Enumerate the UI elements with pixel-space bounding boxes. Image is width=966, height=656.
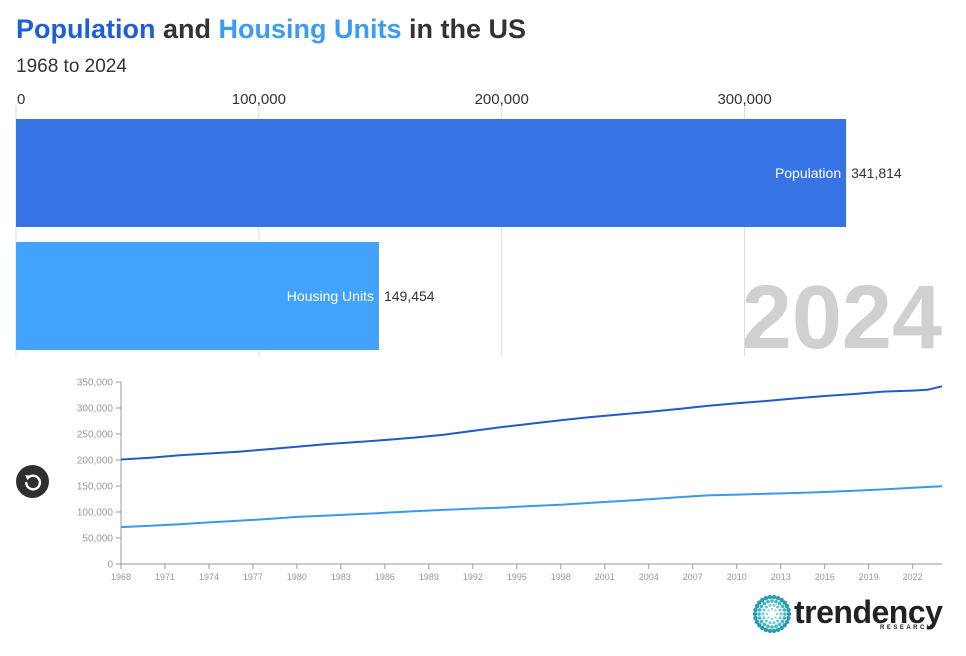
x-tick-label: 1968 <box>111 572 131 582</box>
y-tick-label: 300,000 <box>77 404 114 415</box>
y-tick-label: 50,000 <box>82 534 113 545</box>
x-tick-label: 300,000 <box>717 91 771 108</box>
x-tick-label: 0 <box>17 91 25 108</box>
x-tick-label: 2022 <box>903 572 923 582</box>
logo-subtitle: RESEARCH <box>880 625 934 631</box>
x-tick-label: 1977 <box>243 572 263 582</box>
x-tick-label: 2019 <box>859 572 879 582</box>
x-tick-label: 200,000 <box>475 91 529 108</box>
x-tick-label: 1974 <box>199 572 219 582</box>
replay-icon <box>24 474 41 491</box>
bar[interactable] <box>16 242 379 350</box>
x-tick-label: 1971 <box>155 572 175 582</box>
x-tick-label: 1983 <box>331 572 351 582</box>
y-tick-label: 250,000 <box>77 430 114 441</box>
bar-value-label: 149,454 <box>384 288 435 304</box>
year-watermark: 2024 <box>742 268 942 358</box>
title-population: Population <box>16 14 156 44</box>
bar-category-label: Population <box>775 165 841 181</box>
chart-subtitle: 1968 to 2024 <box>16 56 127 77</box>
x-tick-label: 1986 <box>375 572 395 582</box>
title-housing-units: Housing Units <box>218 14 402 44</box>
y-tick-label: 200,000 <box>77 456 114 467</box>
x-tick-label: 1992 <box>463 572 483 582</box>
x-tick-label: 2007 <box>683 572 703 582</box>
x-tick-label: 100,000 <box>232 91 286 108</box>
y-tick-label: 150,000 <box>77 482 114 493</box>
x-tick-label: 2016 <box>815 572 835 582</box>
bar[interactable] <box>16 119 847 227</box>
bar-value-label: 341,814 <box>851 165 902 181</box>
x-tick-label: 2010 <box>727 572 747 582</box>
timeline-chart[interactable]: 0 50,000 100,000 150,000 200,000 250,000 300,0… <box>0 370 966 585</box>
x-tick-label: 2004 <box>639 572 659 582</box>
x-tick-label: 1980 <box>287 572 307 582</box>
trendency-logo: trendency RESEARCH <box>752 594 946 634</box>
x-tick-label: 1995 <box>507 572 527 582</box>
y-tick-label: 350,000 <box>77 378 114 389</box>
title-and: and <box>155 14 219 44</box>
x-tick-label: 2013 <box>771 572 791 582</box>
x-tick-label: 2001 <box>595 572 615 582</box>
series-line[interactable] <box>120 385 943 461</box>
y-tick-label: 0 <box>107 560 113 571</box>
series-line[interactable] <box>120 485 943 529</box>
logo-dots-icon <box>752 594 792 634</box>
chart-title: Population and Housing Units in the US <box>16 14 526 45</box>
x-tick-label: 1989 <box>419 572 439 582</box>
replay-button[interactable] <box>16 465 49 498</box>
x-tick-label: 1998 <box>551 572 571 582</box>
bar-category-label: Housing Units <box>287 288 374 304</box>
logo-wordmark: trendency <box>794 594 943 630</box>
title-suffix: in the US <box>401 14 527 44</box>
bar-race-chart: 0 100,000 200,000 300,000 2024 Population 341,… <box>15 91 942 358</box>
y-tick-label: 100,000 <box>77 508 114 519</box>
